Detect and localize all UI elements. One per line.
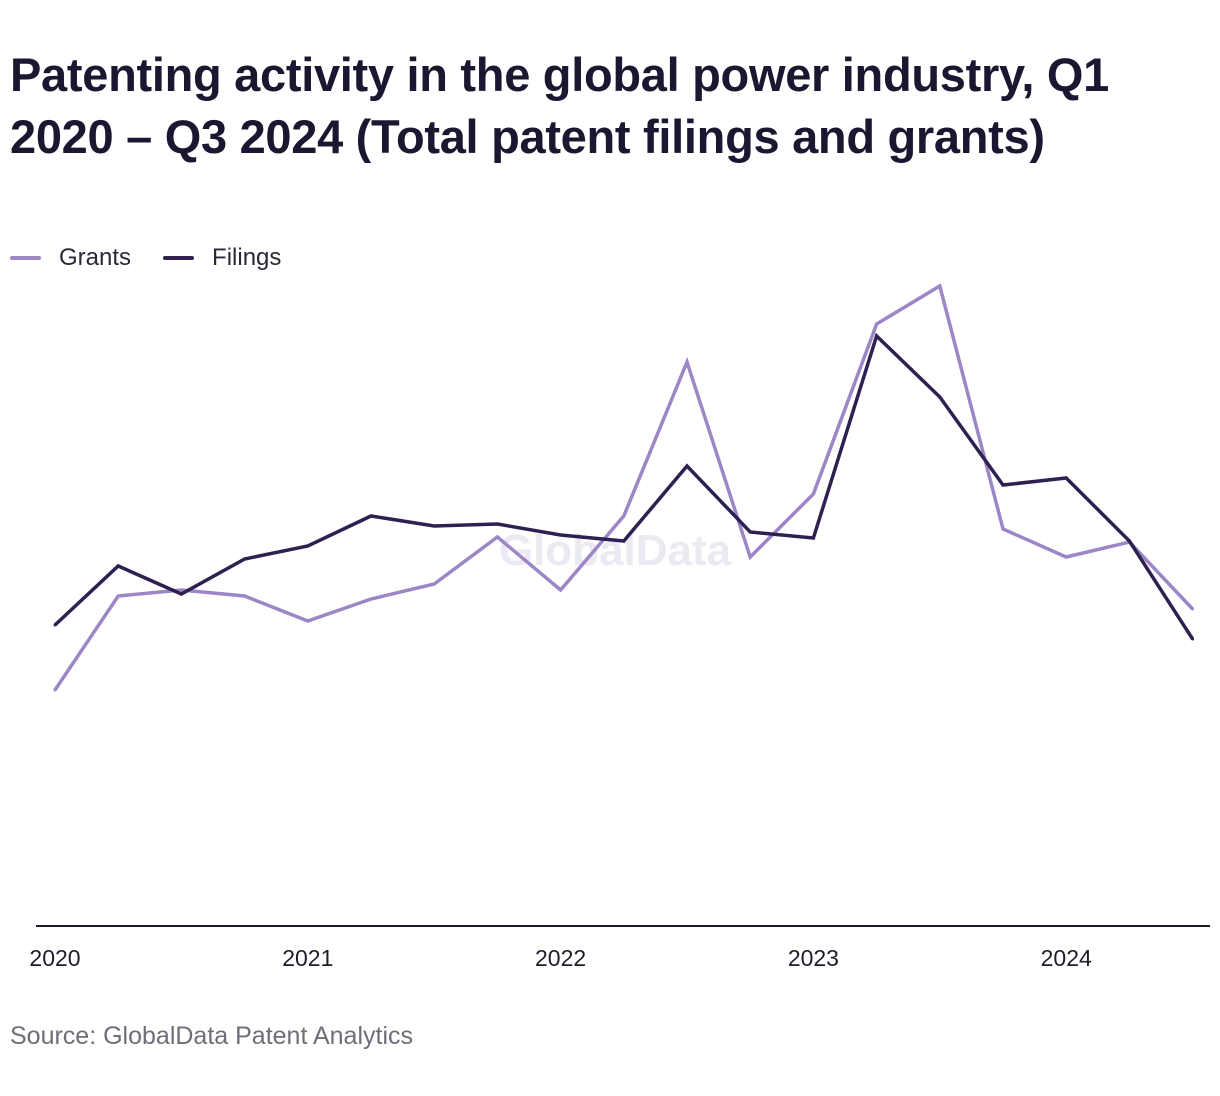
data-point-filings	[1064, 476, 1068, 480]
data-point-grants	[243, 594, 247, 598]
data-point-grants	[1001, 527, 1005, 531]
data-point-grants	[369, 597, 373, 601]
legend-item-filings: Filings	[163, 244, 281, 272]
data-point-grants	[1191, 607, 1195, 611]
data-point-filings	[1001, 483, 1005, 487]
data-point-grants	[432, 582, 436, 586]
chart-title: Patenting activity in the global power i…	[10, 48, 1109, 163]
data-point-filings	[1127, 539, 1131, 543]
data-point-grants	[811, 492, 815, 496]
data-point-grants	[116, 594, 120, 598]
x-tick-label: 2022	[535, 945, 586, 971]
data-point-filings	[1191, 637, 1195, 641]
data-point-filings	[243, 557, 247, 561]
watermark-text: GlobalData	[499, 526, 732, 575]
data-point-grants	[748, 555, 752, 559]
series-line-grants	[53, 283, 1194, 691]
data-point-filings	[53, 623, 57, 627]
data-point-grants	[685, 360, 689, 364]
legend-label-grants: Grants	[59, 244, 132, 271]
data-point-filings	[748, 530, 752, 534]
data-point-grants	[938, 284, 942, 288]
data-point-filings	[938, 395, 942, 399]
data-point-grants	[622, 514, 626, 518]
data-point-filings	[432, 524, 436, 528]
data-point-filings	[116, 564, 120, 568]
data-point-grants	[559, 588, 563, 592]
x-tick-label: 2023	[788, 945, 839, 971]
data-point-filings	[875, 334, 879, 338]
legend-item-grants: Grants	[10, 244, 131, 272]
data-point-filings	[369, 514, 373, 518]
source-note: Source: GlobalData Patent Analytics	[10, 1022, 414, 1050]
data-point-filings	[622, 539, 626, 543]
legend-swatch-filings	[163, 256, 195, 260]
data-point-grants	[53, 688, 57, 692]
x-tick-label: 2020	[29, 945, 80, 971]
data-point-grants	[306, 619, 310, 623]
x-tick-label: 2024	[1041, 945, 1092, 971]
data-point-filings	[559, 533, 563, 537]
legend: Grants Filings	[10, 240, 281, 276]
data-point-grants	[495, 535, 499, 539]
data-point-grants	[875, 322, 879, 326]
data-point-grants	[179, 588, 183, 592]
data-point-filings	[495, 522, 499, 526]
data-point-filings	[179, 592, 183, 596]
legend-label-filings: Filings	[212, 244, 282, 271]
data-point-filings	[811, 536, 815, 540]
legend-swatch-grants	[10, 256, 41, 260]
line-chart: GlobalData 2020 2021 2022 2023 2024	[29, 283, 1210, 971]
data-point-grants	[1064, 555, 1068, 559]
x-tick-label: 2021	[282, 945, 333, 971]
data-point-filings	[685, 464, 689, 468]
data-point-filings	[306, 544, 310, 548]
